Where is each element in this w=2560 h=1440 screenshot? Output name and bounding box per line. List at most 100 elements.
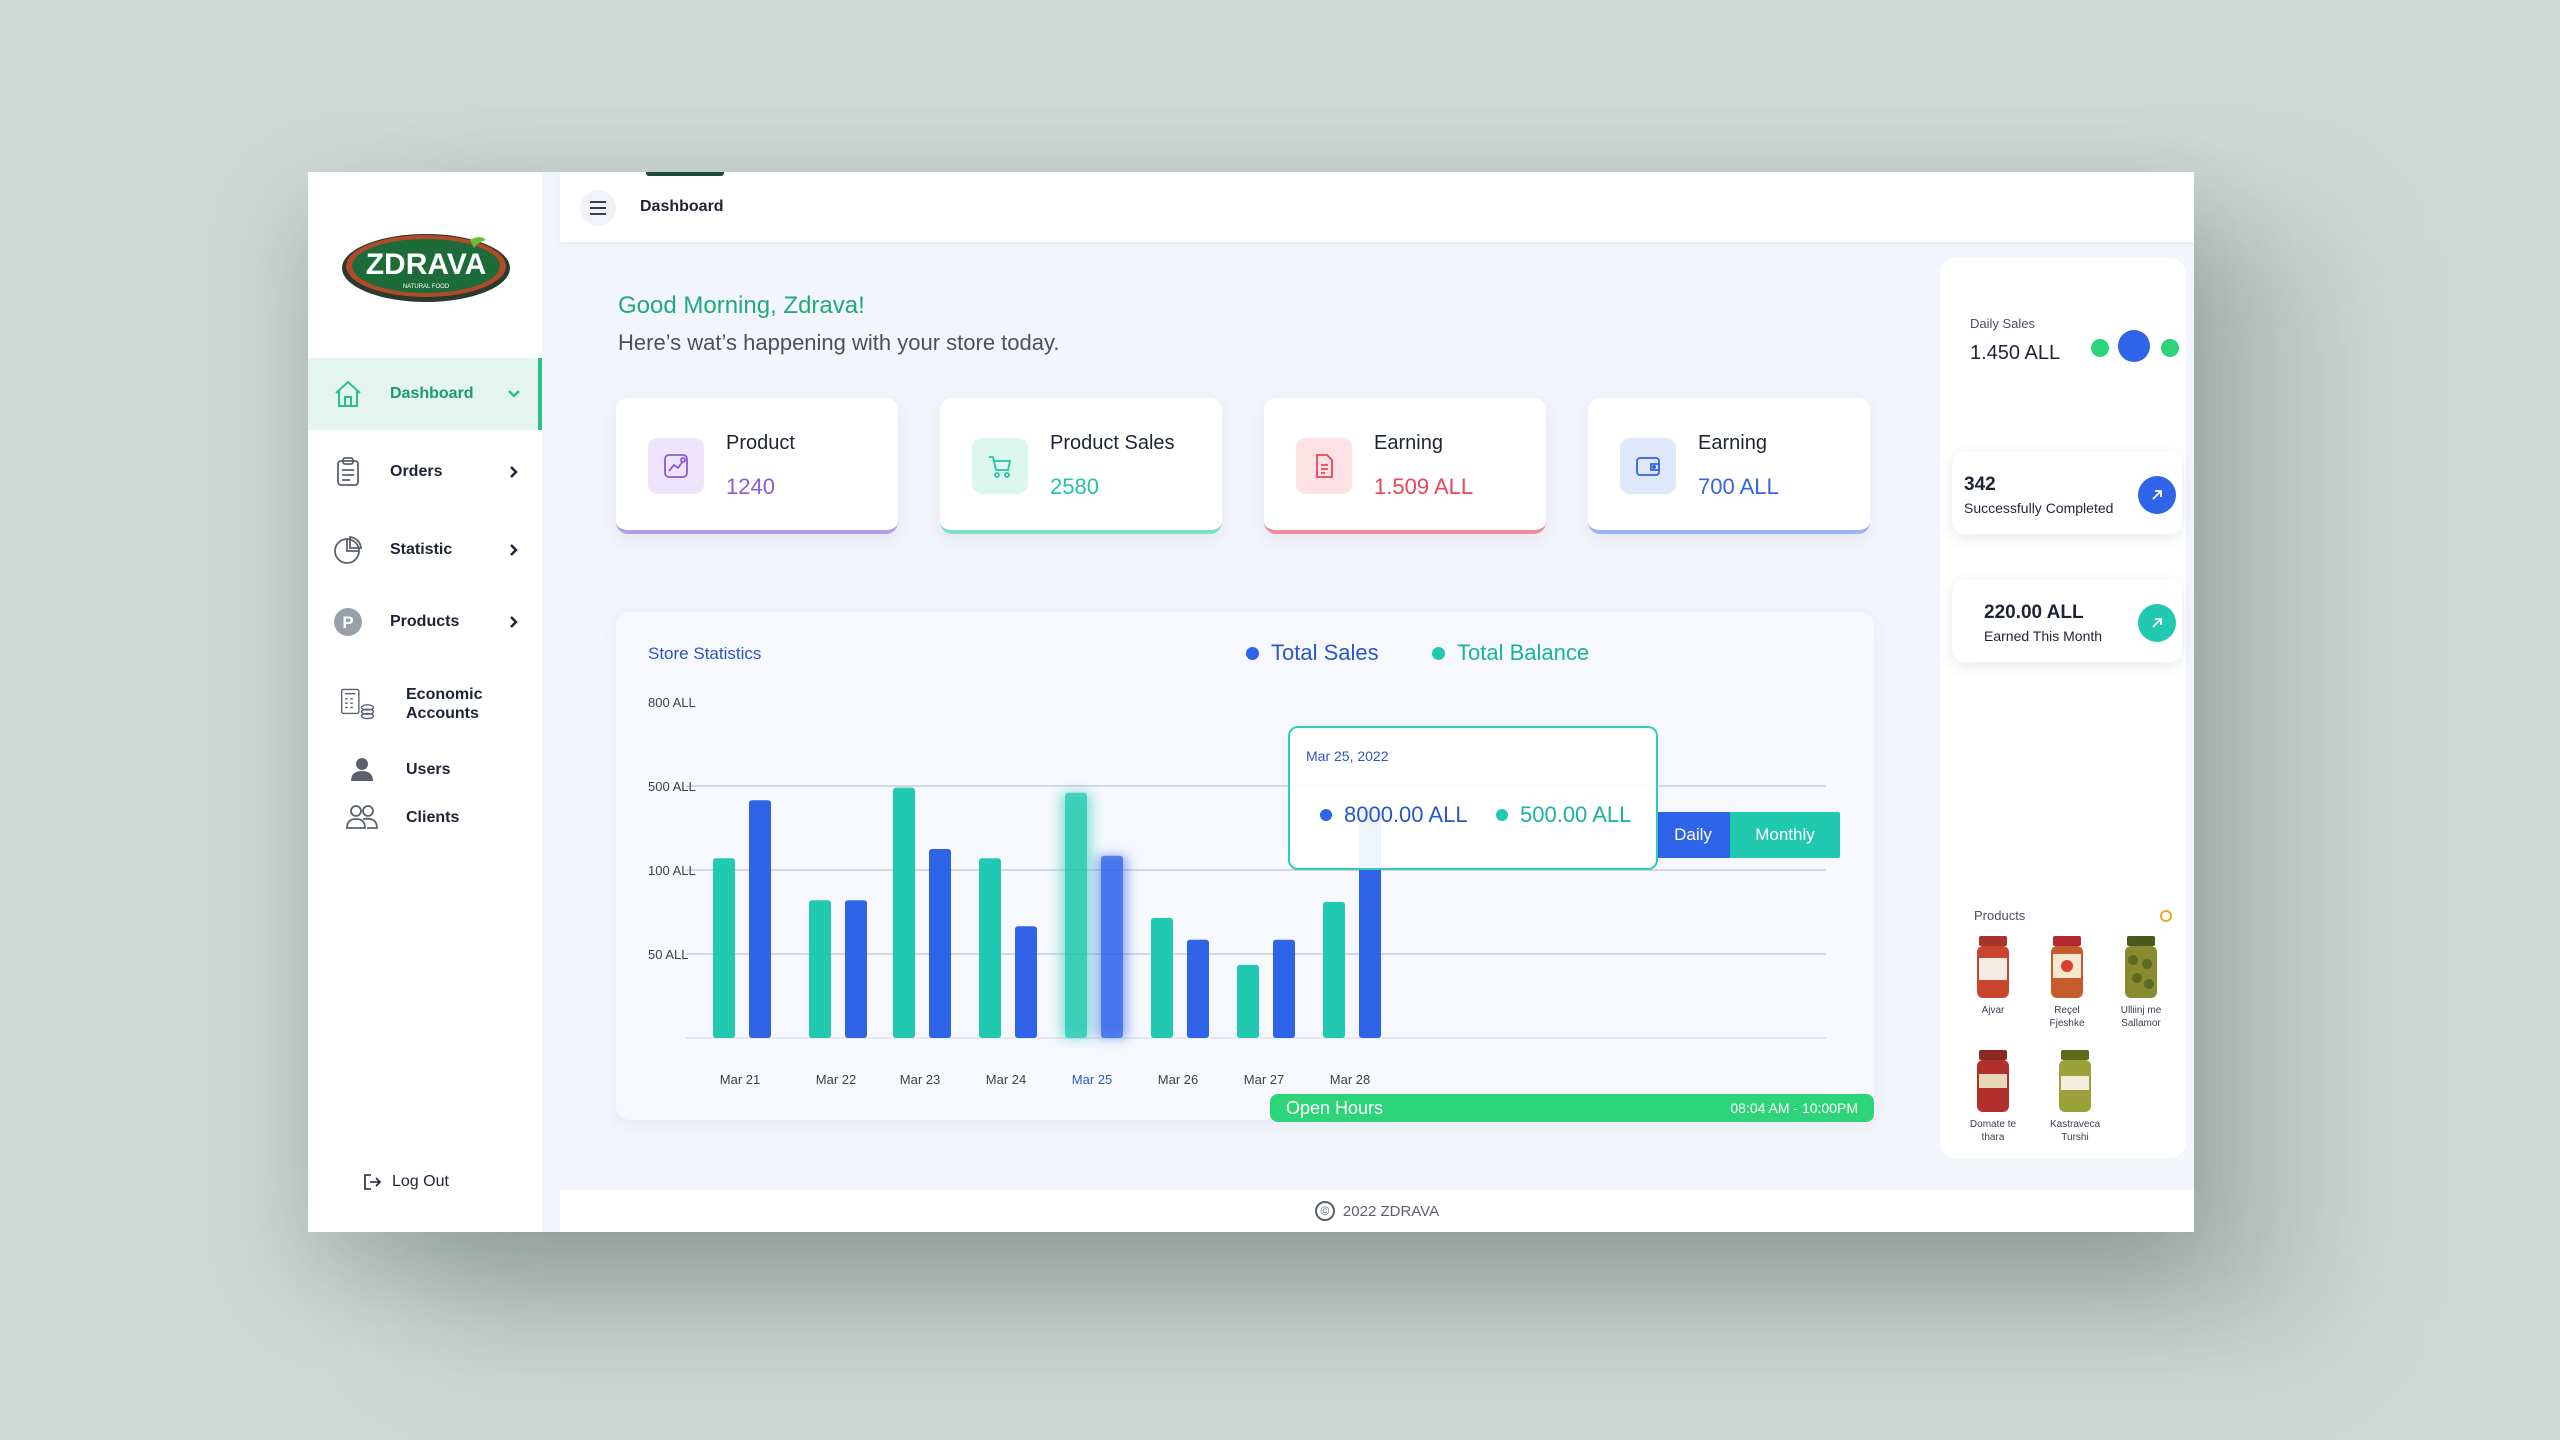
legend-total-sales: Total Sales	[1246, 640, 1379, 666]
legend-dot	[1320, 809, 1332, 821]
product-item[interactable]: Reçel Fjeshke	[2032, 934, 2102, 1030]
status-indicator-icon	[2160, 910, 2172, 922]
bar-total-sales[interactable]	[1273, 939, 1295, 1038]
chart-tooltip: Mar 25, 2022 8000.00 ALL 500.00 ALL	[1288, 726, 1658, 870]
user-icon	[344, 751, 380, 787]
earned-card[interactable]: 220.00 ALL Earned This Month	[1952, 580, 2182, 662]
product-name: Reçel Fjeshke	[2049, 1005, 2085, 1029]
header-active-indicator	[646, 172, 724, 176]
sidebar-item-products[interactable]: P Products	[308, 586, 542, 658]
stat-label: Product Sales	[1050, 432, 1175, 454]
legend-dot	[1496, 809, 1508, 821]
toggle-monthly-button[interactable]: Monthly	[1730, 812, 1840, 858]
bar-total-balance[interactable]	[809, 900, 831, 1038]
arrow-up-right-icon[interactable]	[2138, 604, 2176, 642]
top-header: Dashboard	[560, 172, 2194, 242]
carousel-dots[interactable]	[2090, 328, 2180, 368]
bar-total-balance[interactable]	[1151, 917, 1173, 1038]
sidebar-item-economic-accounts[interactable]: Economic Accounts	[308, 678, 542, 730]
clients-icon	[344, 799, 380, 835]
open-hours-label: Open Hours	[1286, 1097, 1384, 1118]
jar-image	[1977, 936, 2009, 998]
toggle-daily-button[interactable]: Daily	[1656, 812, 1730, 858]
stat-card-product[interactable]: Product 1240	[616, 398, 898, 534]
bar-total-sales[interactable]	[1187, 939, 1209, 1038]
sidebar-item-users[interactable]: Users	[308, 746, 542, 792]
bar-total-balance[interactable]	[1065, 792, 1087, 1038]
svg-text:ZDRAVA: ZDRAVA	[366, 248, 487, 281]
menu-toggle-button[interactable]	[580, 190, 616, 226]
completed-card[interactable]: 342 Successfully Completed	[1952, 452, 2182, 534]
stat-card-earning[interactable]: Earning 1.509 ALL	[1264, 398, 1546, 534]
bar-total-balance[interactable]	[1237, 964, 1259, 1038]
stat-card-product-sales[interactable]: Product Sales 2580	[940, 398, 1222, 534]
y-tick-label: 100 ALL	[648, 863, 696, 878]
sidebar-item-label: Dashboard	[390, 385, 474, 402]
stat-label: Product	[726, 432, 795, 454]
open-hours-bar: Open Hours 08:04 AM - 10:00PM	[1270, 1094, 1874, 1122]
completed-label: Successfully Completed	[1964, 500, 2114, 516]
product-item[interactable]: Kastraveca Turshi	[2040, 1048, 2110, 1144]
x-tick-label: Mar 27	[1244, 1072, 1284, 1087]
chevron-right-icon	[510, 616, 518, 628]
calculator-coins-icon	[340, 686, 376, 722]
bar-total-sales[interactable]	[1101, 855, 1123, 1038]
jar-image	[2125, 936, 2157, 998]
chevron-down-icon	[508, 390, 520, 398]
svg-text:NATURAL FOOD: NATURAL FOOD	[403, 284, 450, 290]
pie-chart-icon	[330, 532, 366, 568]
tooltip-balance: 500.00 ALL	[1496, 802, 1631, 828]
stat-card-earning-2[interactable]: Earning 700 ALL	[1588, 398, 1870, 534]
bar-total-balance[interactable]	[893, 787, 915, 1038]
x-tick-label: Mar 26	[1158, 1072, 1198, 1087]
sidebar-item-label: Users	[406, 760, 451, 778]
brand-logo: ZDRAVA NATURAL FOOD	[342, 234, 510, 302]
tooltip-sales: 8000.00 ALL	[1320, 802, 1468, 828]
bar-total-sales[interactable]	[929, 849, 951, 1038]
bar-total-balance[interactable]	[713, 858, 735, 1038]
stat-value: 1.509 ALL	[1374, 474, 1474, 499]
home-icon	[330, 376, 366, 412]
jar-image	[1977, 1050, 2009, 1112]
bar-total-balance[interactable]	[979, 858, 1001, 1038]
logout-button[interactable]: Log Out	[362, 1172, 449, 1192]
tooltip-date: Mar 25, 2022	[1306, 748, 1389, 764]
right-summary-panel: Daily Sales 1.450 ALL 342 Successfully C…	[1940, 258, 2186, 1158]
product-name: Kastraveca Turshi	[2049, 1119, 2101, 1143]
x-tick-label: Mar 21	[720, 1072, 760, 1087]
bar-chart: 800 ALL 500 ALL 100 ALL 50 ALL Mar 21 Mar 22 M…	[648, 695, 1826, 1087]
x-tick-label: Mar 24	[986, 1072, 1026, 1087]
hamburger-icon	[590, 201, 606, 215]
product-name: Domate te thara	[1969, 1119, 2017, 1143]
product-item[interactable]: Ulliinj me Sallamor	[2106, 934, 2176, 1030]
footer: © 2022 ZDRAVA	[560, 1190, 2194, 1232]
sidebar-item-label: Economic Accounts	[406, 686, 483, 722]
stat-value: 2580	[1050, 474, 1099, 499]
bar-total-sales[interactable]	[1015, 926, 1037, 1038]
stat-label: Earning	[1698, 432, 1767, 454]
chevron-right-icon	[510, 466, 518, 478]
bar-total-balance[interactable]	[1323, 901, 1345, 1038]
sidebar-item-label: Products	[390, 613, 460, 630]
product-item[interactable]: Ajvar	[1958, 934, 2028, 1017]
sidebar-item-dashboard[interactable]: Dashboard	[308, 358, 542, 430]
x-tick-label: Mar 22	[816, 1072, 856, 1087]
product-item[interactable]: Domate te thara	[1958, 1048, 2028, 1144]
product-name: Ulliinj me Sallamor	[2120, 1005, 2162, 1029]
arrow-up-right-icon[interactable]	[2138, 476, 2176, 514]
bar-total-sales[interactable]	[749, 800, 771, 1038]
products-title: Products	[1974, 908, 2026, 923]
sidebar-item-clients[interactable]: Clients	[308, 794, 542, 840]
chevron-right-icon	[510, 544, 518, 556]
x-tick-label: Mar 23	[900, 1072, 940, 1087]
legend-dot	[1246, 646, 1259, 660]
trend-chart-icon	[648, 438, 704, 494]
sidebar-item-orders[interactable]: Orders	[308, 436, 542, 508]
invoice-icon	[1296, 438, 1352, 494]
bar-total-sales[interactable]	[845, 900, 867, 1038]
sidebar-item-statistic[interactable]: Statistic	[308, 514, 542, 586]
products-p-icon: P	[330, 604, 366, 640]
sidebar-item-label: Statistic	[390, 541, 453, 558]
jar-image	[2059, 1050, 2091, 1112]
period-toggle: Daily Monthly	[1656, 812, 1840, 858]
